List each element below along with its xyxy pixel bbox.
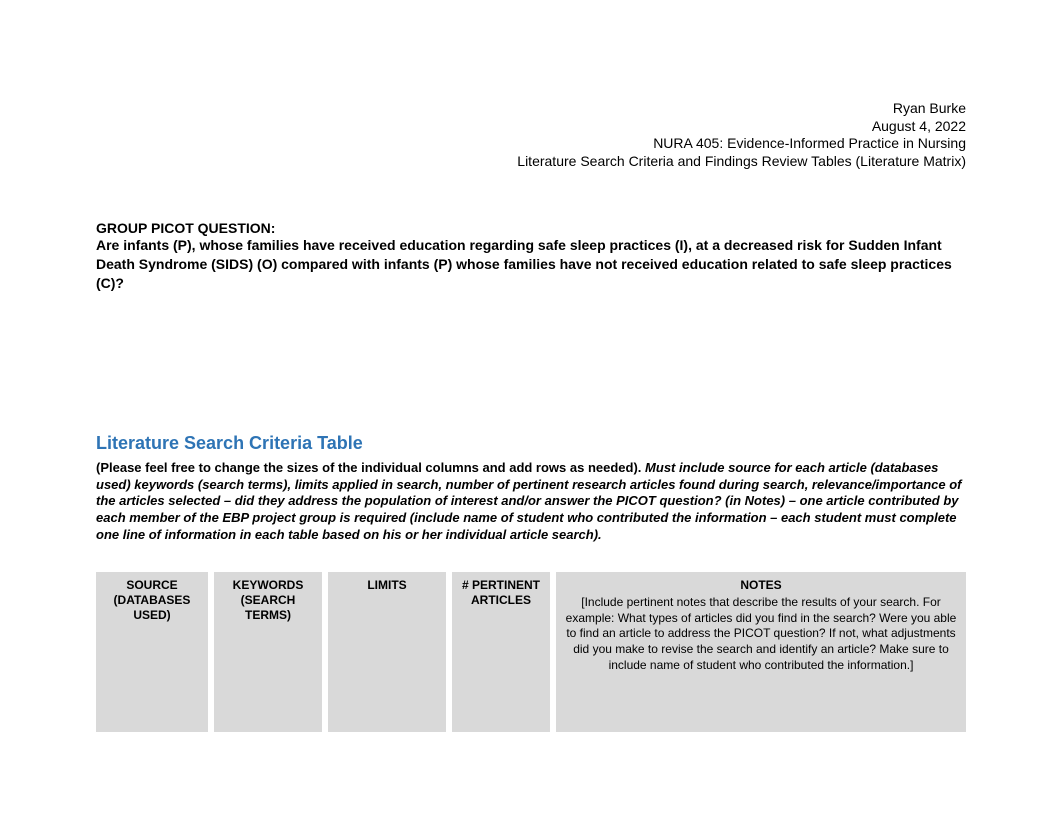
col-header-pertinent: # PERTINENT ARTICLES: [456, 578, 546, 608]
criteria-table: SOURCE (DATABASES USED) KEYWORDS (SEARCH…: [96, 572, 966, 732]
picot-question: Are infants (P), whose families have rec…: [96, 236, 966, 293]
document-date: August 4, 2022: [96, 118, 966, 136]
table-col-limits: LIMITS: [328, 572, 446, 732]
table-col-keywords: KEYWORDS (SEARCH TERMS): [214, 572, 322, 732]
instructions-plain: (Please feel free to change the sizes of…: [96, 460, 641, 475]
col-header-notes: NOTES: [560, 578, 962, 593]
col-header-keywords: KEYWORDS (SEARCH TERMS): [218, 578, 318, 623]
picot-label: GROUP PICOT QUESTION:: [96, 220, 966, 236]
section-title: Literature Search Criteria Table: [96, 433, 966, 454]
document-subtitle: Literature Search Criteria and Findings …: [96, 153, 966, 171]
table-col-source: SOURCE (DATABASES USED): [96, 572, 208, 732]
document-header: Ryan Burke August 4, 2022 NURA 405: Evid…: [96, 100, 966, 170]
author-name: Ryan Burke: [96, 100, 966, 118]
course-title: NURA 405: Evidence-Informed Practice in …: [96, 135, 966, 153]
col-header-source: SOURCE (DATABASES USED): [100, 578, 204, 623]
criteria-section: Literature Search Criteria Table (Please…: [96, 433, 966, 732]
document-page: Ryan Burke August 4, 2022 NURA 405: Evid…: [0, 0, 1062, 732]
picot-section: GROUP PICOT QUESTION: Are infants (P), w…: [96, 220, 966, 293]
col-notes-description: [Include pertinent notes that describe t…: [560, 595, 962, 673]
col-header-limits: LIMITS: [332, 578, 442, 593]
table-col-pertinent: # PERTINENT ARTICLES: [452, 572, 550, 732]
section-instructions: (Please feel free to change the sizes of…: [96, 460, 966, 544]
table-col-notes: NOTES [Include pertinent notes that desc…: [556, 572, 966, 732]
